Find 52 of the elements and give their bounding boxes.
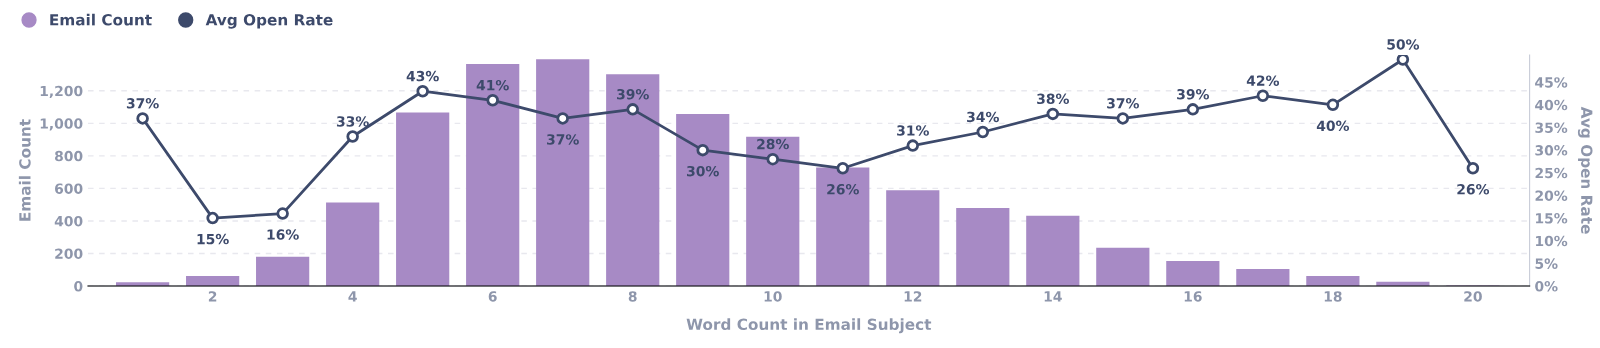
y2-tick-label: 45% — [1535, 77, 1568, 88]
data-label: 37% — [126, 98, 159, 109]
x-tick-label: 2 — [208, 291, 217, 302]
y2-tick-label: 35% — [1535, 122, 1568, 133]
y2-tick-label: 25% — [1535, 167, 1568, 179]
x-tick-label: 8 — [628, 291, 637, 302]
legend-label: Avg Open Rate — [205, 14, 333, 29]
data-label: 39% — [617, 88, 649, 100]
legend-label: Email Count — [50, 13, 152, 26]
x-tick-label: 6 — [488, 291, 497, 302]
y2-tick-label: 40% — [1535, 99, 1568, 111]
data-label: 33% — [336, 116, 369, 127]
data-label: 37% — [547, 134, 579, 145]
data-label: 15% — [197, 233, 229, 245]
y2-tick-label: 0% — [1535, 281, 1558, 292]
x-tick-label: 4 — [348, 291, 357, 302]
x-tick-label: 16 — [1184, 291, 1202, 302]
y2-tick-label: 5% — [1535, 258, 1558, 269]
data-label: 40% — [1316, 120, 1350, 132]
data-label: 28% — [757, 138, 789, 150]
data-label: 26% — [827, 184, 859, 195]
data-label: 34% — [967, 111, 999, 123]
data-label: 26% — [1457, 184, 1490, 195]
x-tick-label: 12 — [904, 291, 922, 302]
data-label: 31% — [897, 125, 929, 136]
data-label: 43% — [406, 70, 439, 82]
data-label: 30% — [687, 165, 719, 177]
y2-axis-title: Avg Open Rate — [1577, 106, 1593, 234]
data-label: 42% — [1246, 75, 1280, 86]
x-tick-label: 14 — [1044, 291, 1062, 302]
y-tick-label: 600 — [55, 183, 83, 194]
y-axis-title: Email Count — [18, 119, 31, 221]
y-tick-label: 400 — [54, 215, 83, 227]
y-tick-label: 1,000 — [40, 118, 83, 131]
data-label: 38% — [1037, 93, 1069, 105]
y2-tick-label: 15% — [1536, 213, 1568, 224]
y-tick-label: 800 — [55, 150, 83, 162]
y2-tick-label: 10% — [1536, 235, 1568, 247]
data-label: 16% — [267, 229, 299, 240]
y2-tick-label: 20% — [1535, 190, 1568, 201]
data-label: 39% — [1177, 88, 1210, 100]
y2-tick-label: 30% — [1535, 145, 1568, 156]
data-label: 50% — [1387, 39, 1420, 50]
y-tick-label: 0 — [74, 281, 83, 292]
x-axis-title: Word Count in Email Subject — [686, 318, 932, 334]
y-tick-label: 200 — [55, 248, 83, 259]
x-tick-label: 10 — [764, 291, 782, 302]
y-tick-label: 1,200 — [40, 85, 83, 99]
data-label: 41% — [476, 79, 509, 91]
x-tick-label: 20 — [1464, 291, 1482, 302]
data-label: 37% — [1107, 98, 1139, 109]
x-tick-label: 18 — [1324, 291, 1342, 302]
